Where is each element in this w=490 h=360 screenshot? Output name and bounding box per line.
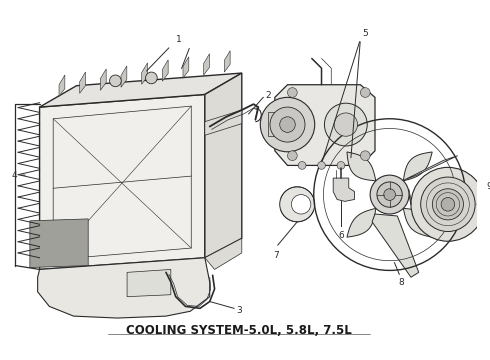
Text: 5: 5 [363,29,368,38]
Text: 8: 8 [398,278,404,287]
Text: 9: 9 [487,182,490,191]
Polygon shape [205,73,242,258]
Circle shape [260,97,315,152]
Polygon shape [347,208,376,237]
Polygon shape [372,214,419,277]
Text: 6: 6 [338,230,344,239]
Text: COOLING SYSTEM-5.0L, 5.8L, 7.5L: COOLING SYSTEM-5.0L, 5.8L, 7.5L [126,324,352,337]
Polygon shape [403,208,432,237]
Circle shape [280,187,315,222]
Polygon shape [121,66,127,87]
Polygon shape [404,156,458,180]
Circle shape [270,107,305,142]
Circle shape [432,189,464,220]
Polygon shape [40,94,205,269]
Circle shape [337,162,345,169]
Circle shape [280,117,295,132]
Circle shape [334,113,358,136]
Circle shape [377,182,402,207]
Polygon shape [205,110,242,135]
Circle shape [146,72,157,84]
Text: 7: 7 [273,251,279,260]
Text: 1: 1 [176,35,181,44]
Polygon shape [162,60,168,81]
Polygon shape [40,73,242,107]
Polygon shape [59,75,65,96]
Circle shape [370,175,409,214]
Polygon shape [183,57,189,78]
Circle shape [288,87,297,97]
Polygon shape [142,63,147,84]
Polygon shape [205,238,242,269]
Polygon shape [224,51,230,72]
Polygon shape [347,152,376,181]
Polygon shape [275,85,375,165]
Circle shape [298,162,306,169]
Text: 2: 2 [265,91,271,100]
Circle shape [110,75,121,87]
Circle shape [441,198,455,211]
Polygon shape [127,269,171,297]
Circle shape [361,151,370,161]
Polygon shape [100,69,106,90]
Circle shape [361,87,370,97]
Polygon shape [403,152,432,181]
Polygon shape [333,178,355,201]
Circle shape [384,189,395,201]
Polygon shape [268,112,275,136]
Circle shape [324,103,367,146]
Circle shape [421,177,475,231]
Polygon shape [38,258,210,318]
Polygon shape [204,54,210,75]
Polygon shape [80,72,86,93]
Text: 4: 4 [11,171,17,180]
Circle shape [292,195,311,214]
Circle shape [288,151,297,161]
Polygon shape [30,219,88,267]
Circle shape [318,162,325,169]
Text: 3: 3 [236,306,242,315]
Circle shape [411,167,485,241]
